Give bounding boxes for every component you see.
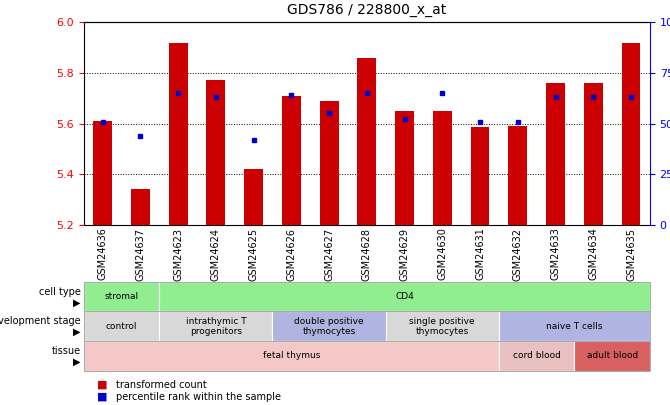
Bar [244, 169, 263, 225]
Text: percentile rank within the sample: percentile rank within the sample [116, 392, 281, 402]
Text: adult blood: adult blood [586, 351, 638, 360]
Text: CD4: CD4 [395, 292, 414, 301]
Bar [320, 101, 338, 225]
Text: stromal: stromal [105, 292, 139, 301]
Text: fetal thymus: fetal thymus [263, 351, 320, 360]
Text: cord blood: cord blood [513, 351, 561, 360]
Text: naive T cells: naive T cells [546, 322, 602, 331]
Text: ▶: ▶ [73, 327, 80, 337]
Bar [395, 111, 414, 225]
Text: development stage: development stage [0, 316, 80, 326]
Text: ■: ■ [97, 392, 108, 402]
Bar [93, 121, 112, 225]
Text: single positive
thymocytes: single positive thymocytes [409, 317, 475, 336]
Bar [433, 111, 452, 225]
Text: tissue: tissue [52, 346, 80, 356]
Bar [206, 81, 225, 225]
Bar [509, 126, 527, 225]
Bar [622, 43, 641, 225]
Bar [584, 83, 603, 225]
Text: control: control [106, 322, 137, 331]
Bar [546, 83, 565, 225]
Title: GDS786 / 228800_x_at: GDS786 / 228800_x_at [287, 3, 446, 17]
Text: ▶: ▶ [73, 356, 80, 367]
Text: cell type: cell type [38, 287, 80, 297]
Bar [357, 58, 377, 225]
Bar [470, 127, 490, 225]
Text: intrathymic T
progenitors: intrathymic T progenitors [186, 317, 246, 336]
Bar [131, 190, 150, 225]
Bar [282, 96, 301, 225]
Text: ▶: ▶ [73, 297, 80, 307]
Text: ■: ■ [97, 380, 108, 390]
Bar [169, 43, 188, 225]
Text: transformed count: transformed count [116, 380, 206, 390]
Text: double positive
thymocytes: double positive thymocytes [294, 317, 364, 336]
